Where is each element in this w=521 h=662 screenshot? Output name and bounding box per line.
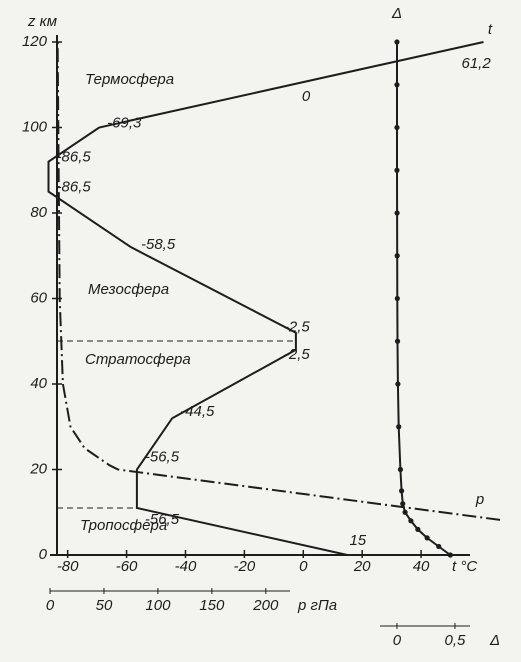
data-label: -56,5 (145, 448, 180, 465)
data-point (394, 39, 400, 45)
y-tick-label: 80 (30, 204, 47, 221)
data-point (415, 526, 421, 532)
layer-label: Тропосфера (80, 517, 167, 534)
y-axis-label: z км (27, 13, 57, 30)
data-point (394, 210, 400, 216)
series-name: t (488, 21, 493, 38)
x-tick-label: -20 (234, 558, 256, 575)
y-tick-label: 40 (30, 375, 47, 392)
data-label: -58,5 (141, 236, 176, 253)
series-line (396, 42, 451, 556)
data-label: -44,5 (180, 403, 215, 420)
x-axis-label: Δ (489, 632, 500, 649)
x-tick-label: 20 (353, 558, 371, 575)
data-point (394, 253, 400, 259)
data-point (394, 167, 400, 173)
data-point (402, 509, 408, 515)
x-tick-label: 0 (299, 558, 308, 575)
data-label: -69,3 (107, 114, 142, 131)
data-point (394, 82, 400, 88)
y-tick-label: 60 (30, 289, 47, 306)
y-tick-label: 120 (22, 33, 48, 50)
series-line (56, 41, 501, 521)
x-axis-label: t °C (452, 558, 477, 575)
y-tick-label: 20 (29, 460, 47, 477)
layer-label: Стратосфера (85, 351, 191, 368)
x-tick-label: 100 (145, 597, 171, 614)
x-tick-label: 40 (413, 558, 430, 575)
x-tick-label: 0 (393, 632, 402, 649)
series-name: p (475, 491, 484, 508)
x-tick-label: 0 (46, 597, 55, 614)
data-point (394, 295, 400, 302)
y-tick-label: 100 (22, 118, 48, 135)
x-axis-label: p гПа (297, 597, 337, 614)
data-label: -86,5 (57, 149, 92, 166)
data-point (397, 466, 404, 473)
annotation: 0 (302, 88, 311, 105)
data-point (424, 535, 430, 541)
data-label: -2,5 (284, 346, 311, 363)
x-tick-label: 0,5 (445, 632, 467, 649)
x-tick-label: -80 (57, 558, 79, 575)
series-name: Δ (391, 5, 402, 22)
x-tick-label: 150 (199, 597, 225, 614)
data-point (394, 338, 401, 344)
data-label: 61,2 (462, 55, 492, 72)
data-point (400, 501, 406, 507)
x-tick-label: 50 (96, 597, 113, 614)
data-point (394, 124, 400, 131)
data-point (408, 518, 414, 524)
y-tick-label: 0 (39, 546, 48, 563)
data-point (395, 381, 401, 387)
layer-label: Мезосфера (88, 281, 169, 298)
data-point (398, 488, 405, 494)
data-point (436, 543, 442, 550)
data-point (447, 552, 453, 558)
data-label: -2,5 (284, 319, 311, 336)
x-tick-label: 200 (252, 597, 279, 614)
data-point (396, 424, 402, 430)
layer-label: Термосфера (85, 71, 174, 88)
data-label: -56,5 (145, 511, 180, 528)
x-tick-label: -40 (175, 558, 197, 575)
data-label: -86,5 (57, 179, 92, 196)
x-tick-label: -60 (116, 558, 138, 575)
data-label: 15 (349, 532, 366, 549)
series-line (47, 41, 484, 556)
